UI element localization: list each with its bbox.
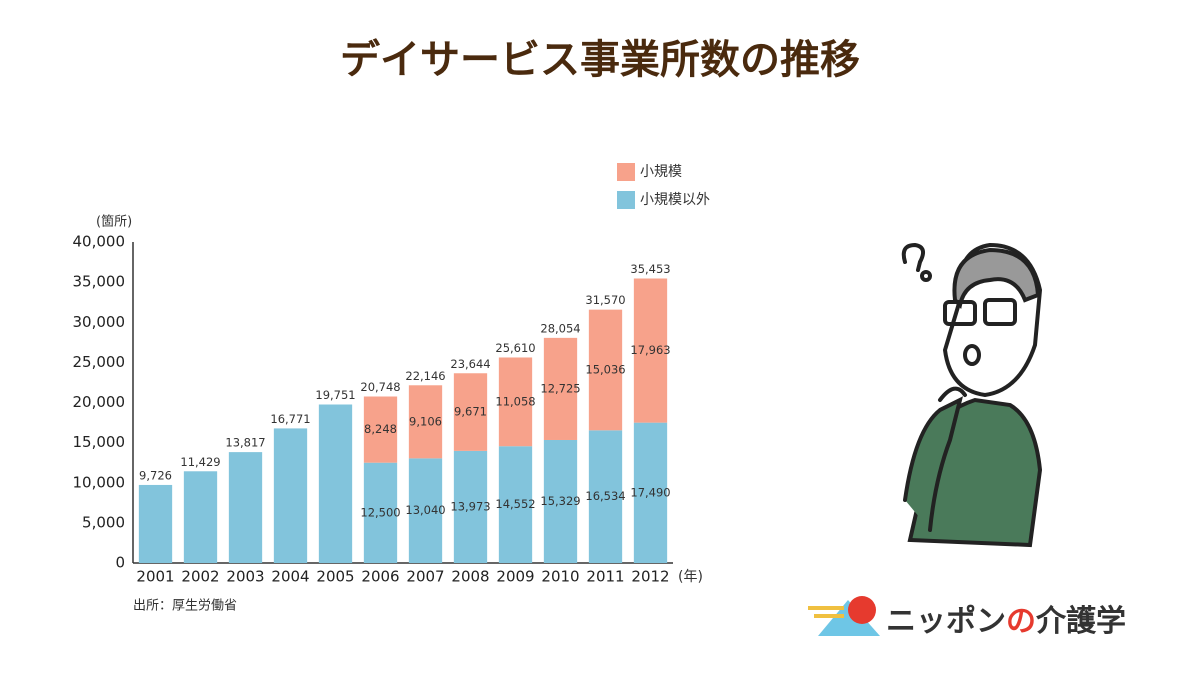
value-label: 11,429 <box>180 455 220 469</box>
source: 出所：厚生労働省 <box>133 599 237 614</box>
value-label: 9,671 <box>454 405 487 419</box>
value-label: 13,973 <box>450 499 490 513</box>
value-label: 16,771 <box>270 412 310 426</box>
x-tick-label: 2012 <box>631 568 669 586</box>
total-label: 28,054 <box>540 321 580 335</box>
legend-swatch <box>617 191 635 209</box>
bar-segment <box>588 430 623 563</box>
x-tick-label: 2003 <box>226 568 264 586</box>
bar-segment <box>453 450 488 563</box>
x-tick-label: 2007 <box>406 568 444 586</box>
bar-segment <box>228 452 263 563</box>
value-label: 14,552 <box>495 497 535 511</box>
x-tick-label: 2009 <box>496 568 534 586</box>
legend-label: 小規模以外 <box>640 192 710 208</box>
bar-segment <box>633 278 668 423</box>
bar-segment <box>498 446 533 563</box>
total-label: 22,146 <box>405 369 445 383</box>
bar-segment <box>633 422 668 563</box>
y-axis-label: (箇所) <box>96 214 132 230</box>
bar-segment <box>588 309 623 431</box>
value-label: 12,500 <box>360 505 400 519</box>
total-label: 31,570 <box>585 293 625 307</box>
y-tick-label: 10,000 <box>73 473 126 491</box>
bar-segment <box>363 462 398 563</box>
y-tick-label: 20,000 <box>73 393 126 411</box>
illustration <box>901 242 1043 548</box>
y-tick-label: 25,000 <box>73 353 126 371</box>
value-label: 9,726 <box>139 468 172 482</box>
total-label: 23,644 <box>450 357 490 371</box>
logo-text: ニッポンの介護学 <box>886 604 1126 639</box>
value-label: 8,248 <box>364 422 397 436</box>
bar-segment <box>543 337 578 440</box>
y-tick-label: 35,000 <box>73 273 126 291</box>
legend-swatch <box>617 163 635 181</box>
value-label: 15,036 <box>585 362 625 376</box>
value-label: 11,058 <box>495 394 535 408</box>
bar-segment <box>138 484 173 563</box>
value-label: 17,490 <box>630 485 670 499</box>
y-tick-label: 30,000 <box>73 313 126 331</box>
y-tick-label: 5,000 <box>82 513 125 531</box>
x-tick-label: 2004 <box>271 568 309 586</box>
value-label: 16,534 <box>585 489 625 503</box>
bar-segment <box>453 373 488 451</box>
total-label: 20,748 <box>360 380 400 394</box>
x-tick-label: 2001 <box>136 568 174 586</box>
x-tick-label: 2005 <box>316 568 354 586</box>
x-tick-label: 2008 <box>451 568 489 586</box>
bar-segment <box>543 439 578 563</box>
total-label: 35,453 <box>630 262 670 276</box>
legend-label: 小規模 <box>640 164 682 180</box>
bar-segment <box>273 428 308 563</box>
value-label: 13,040 <box>405 503 445 517</box>
bar-segment <box>363 396 398 463</box>
y-tick-label: 15,000 <box>73 433 126 451</box>
value-label: 9,106 <box>409 414 442 428</box>
bar-segment <box>183 471 218 563</box>
chart-title: デイサービス事業所数の推移 <box>340 37 860 83</box>
y-tick-label: 0 <box>115 554 125 572</box>
value-label: 15,329 <box>540 494 580 508</box>
bar-segment <box>318 404 353 563</box>
value-label: 19,751 <box>315 388 355 402</box>
logo: ニッポンの介護学 <box>808 596 1126 639</box>
x-tick-label: 2006 <box>361 568 399 586</box>
bar-segment <box>408 458 443 563</box>
x-tick-label: 2010 <box>541 568 579 586</box>
total-label: 25,610 <box>495 341 535 355</box>
x-axis-label: (年) <box>678 569 703 585</box>
y-tick-label: 40,000 <box>73 233 126 251</box>
value-label: 17,963 <box>630 343 670 357</box>
bar-segment <box>408 385 443 459</box>
value-label: 13,817 <box>225 436 265 450</box>
value-label: 12,725 <box>540 381 580 395</box>
bar-segment <box>498 357 533 447</box>
x-tick-label: 2002 <box>181 568 219 586</box>
x-tick-label: 2011 <box>586 568 624 586</box>
